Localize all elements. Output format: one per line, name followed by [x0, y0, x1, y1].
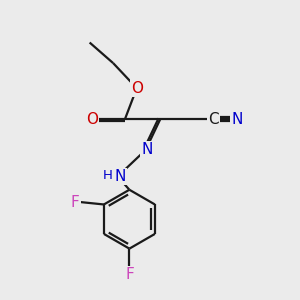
- Text: F: F: [71, 195, 80, 210]
- Text: O: O: [86, 112, 98, 127]
- Text: H: H: [102, 169, 112, 182]
- Text: O: O: [131, 81, 143, 96]
- Text: F: F: [125, 267, 134, 282]
- Text: N: N: [141, 142, 153, 158]
- Text: N: N: [114, 169, 126, 184]
- Text: N: N: [231, 112, 242, 127]
- Text: C: C: [208, 112, 219, 127]
